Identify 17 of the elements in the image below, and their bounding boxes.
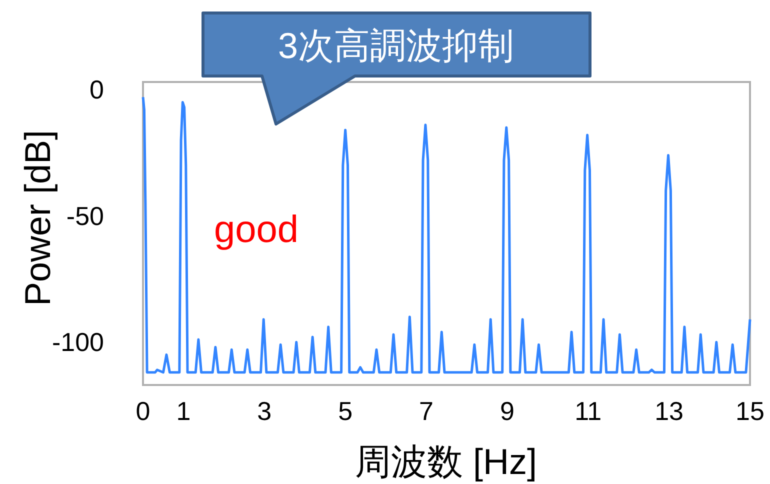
x-tick-label: 9 — [500, 396, 514, 426]
x-tick-label: 3 — [257, 396, 272, 426]
y-axis-title: Power [dB] — [17, 130, 58, 306]
x-tick-label: 5 — [338, 396, 353, 426]
x-tick-label: 11 — [574, 396, 602, 426]
line-series — [142, 96, 752, 374]
y-tick-label: -50 — [66, 200, 104, 231]
x-tick-label: 13 — [654, 396, 684, 426]
annotation: good — [214, 209, 299, 251]
y-tick-label: 0 — [90, 74, 104, 105]
text: 3次高調波抑制 — [278, 25, 514, 66]
y-tick-label: -100 — [52, 327, 104, 358]
x-tick-label: 0 — [136, 396, 150, 426]
x-axis-title: 周波数 [Hz] — [354, 441, 538, 482]
x-tick-label: 15 — [736, 396, 764, 426]
x-tick-label: 1 — [176, 396, 191, 426]
x-tick-label: 7 — [419, 396, 434, 426]
